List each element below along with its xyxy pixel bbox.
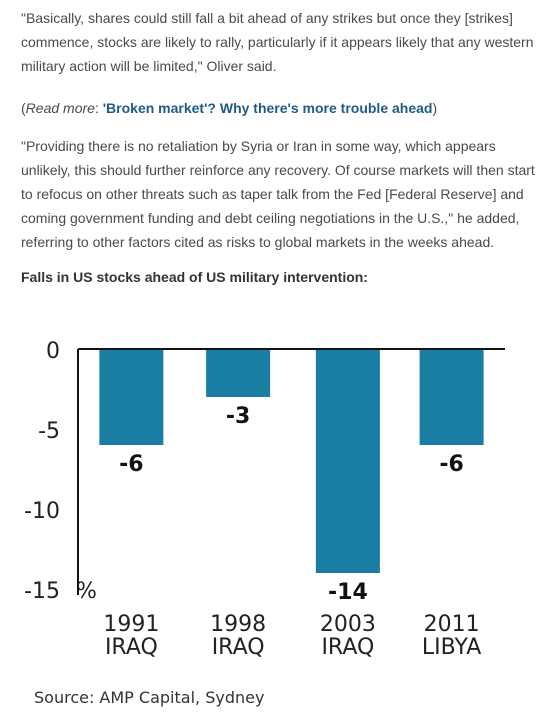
y-tick-label: 0 bbox=[46, 339, 60, 364]
category-label: IRAQ bbox=[212, 635, 265, 660]
bar-value-label: -6 bbox=[119, 452, 143, 477]
category-label: IRAQ bbox=[321, 635, 374, 660]
read-more-line: (Read more: 'Broken market'? Why there's… bbox=[21, 96, 541, 120]
category-label: 2003 bbox=[320, 612, 376, 637]
quote-paragraph-1: "Basically, shares could still fall a bi… bbox=[21, 10, 534, 74]
read-more-link[interactable]: 'Broken market'? Why there's more troubl… bbox=[102, 100, 433, 116]
quote-paragraph-2: "Providing there is no retaliation by Sy… bbox=[21, 138, 535, 250]
read-more-open-paren: ( bbox=[21, 100, 26, 116]
y-unit-label: % bbox=[76, 579, 97, 604]
y-tick-label: -15 bbox=[24, 579, 60, 604]
y-tick-label: -10 bbox=[24, 499, 60, 524]
category-label: 2011 bbox=[424, 612, 480, 637]
read-more-separator: : bbox=[94, 100, 103, 116]
bar-value-label: -14 bbox=[328, 580, 368, 605]
category-label: 1991 bbox=[103, 612, 159, 637]
category-label: 1998 bbox=[210, 612, 266, 637]
y-tick-label: -5 bbox=[38, 419, 60, 444]
bar-value-label: -6 bbox=[439, 452, 463, 477]
category-label: LIBYA bbox=[422, 635, 481, 660]
bar-chart: 0-5-10-15 %-61991IRAQ-31998IRAQ-142003IRA… bbox=[24, 339, 505, 660]
bar bbox=[315, 349, 380, 573]
bar bbox=[99, 349, 164, 445]
bar-value-label: -3 bbox=[226, 404, 250, 429]
bar bbox=[206, 349, 271, 397]
read-more-label: Read more bbox=[25, 100, 95, 116]
article-body: "Basically, shares could still fall a bi… bbox=[21, 6, 541, 254]
bar bbox=[419, 349, 484, 445]
read-more-close-paren: ) bbox=[432, 100, 438, 116]
chart-source: Source: AMP Capital, Sydney bbox=[34, 688, 265, 707]
chart-heading: Falls in US stocks ahead of US military … bbox=[21, 269, 368, 285]
category-label: IRAQ bbox=[105, 635, 158, 660]
